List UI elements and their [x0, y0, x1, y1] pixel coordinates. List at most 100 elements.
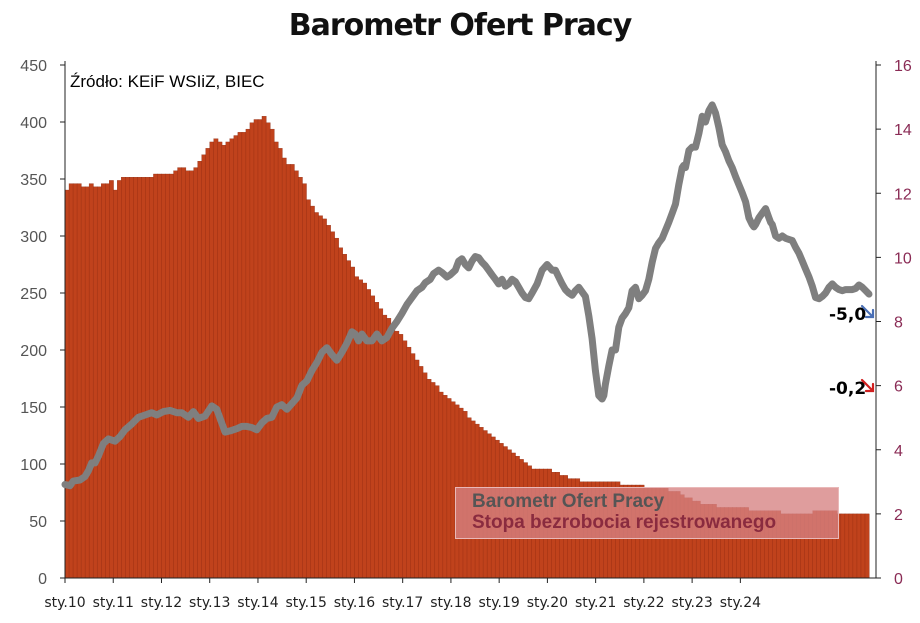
- bar: [306, 199, 311, 579]
- bar: [297, 177, 303, 579]
- x-tick-label: sty.17: [382, 595, 423, 611]
- y-right-tick-label: 14: [894, 122, 912, 139]
- bar: [237, 132, 243, 579]
- bar: [442, 395, 448, 579]
- bar: [121, 177, 126, 579]
- bar: [177, 167, 183, 579]
- y-right-tick-label: 4: [894, 443, 903, 460]
- barometer-line: [61, 101, 873, 490]
- bar: [406, 346, 412, 579]
- y-left-tick-label: 150: [20, 400, 47, 417]
- y-left-tick-label: 250: [20, 286, 47, 303]
- x-tick-label: sty.24: [720, 595, 761, 611]
- bar: [414, 359, 420, 579]
- bar: [80, 186, 86, 579]
- bar: [245, 128, 251, 579]
- bar: [334, 237, 339, 579]
- y-left-tick-label: 50: [29, 514, 47, 531]
- bar: [398, 334, 404, 579]
- bar: [318, 215, 323, 579]
- bar: [840, 513, 846, 579]
- bar: [92, 186, 98, 579]
- bar: [354, 276, 359, 579]
- bar: [281, 157, 287, 579]
- bar: [209, 141, 215, 579]
- x-tick-label: sty.23: [671, 595, 712, 611]
- bar: [88, 183, 94, 579]
- legend-item-unemployment: Stopa bezrobocia rejestrowanego: [472, 512, 777, 533]
- bar: [374, 302, 380, 579]
- y-left-tick-label: 0: [38, 571, 47, 588]
- bar: [394, 330, 400, 579]
- y-right-tick-label: 6: [894, 379, 903, 396]
- bar: [213, 138, 219, 579]
- bar: [378, 308, 384, 579]
- bar: [338, 247, 343, 579]
- bar: [382, 314, 388, 579]
- bar: [269, 128, 275, 579]
- bar: [386, 318, 392, 579]
- bar: [133, 177, 138, 579]
- bar: [64, 189, 70, 579]
- bar: [117, 180, 122, 579]
- bar: [362, 282, 367, 579]
- chart-title: Barometr Ofert Pracy: [288, 8, 633, 43]
- down-arrow-icon: [860, 304, 875, 319]
- bar: [68, 183, 74, 579]
- bar: [153, 173, 158, 579]
- bar: [241, 132, 247, 579]
- bar: [265, 122, 271, 579]
- bar: [277, 148, 283, 579]
- y-left-tick-label: 100: [20, 457, 47, 474]
- y-right-tick-label: 12: [894, 186, 912, 203]
- bar: [141, 177, 146, 579]
- bar: [330, 231, 335, 579]
- bar: [189, 170, 195, 579]
- bar: [285, 164, 291, 579]
- bar: [310, 205, 315, 579]
- bar: [289, 164, 295, 579]
- x-tick-label: sty.14: [237, 595, 278, 611]
- bar: [342, 253, 347, 579]
- bar: [326, 225, 331, 579]
- bar: [446, 398, 452, 579]
- x-tick-label: sty.13: [189, 595, 230, 611]
- y-right-tick-label: 2: [894, 507, 903, 524]
- bar: [101, 183, 106, 579]
- bar: [105, 183, 110, 579]
- bar: [257, 119, 263, 579]
- bar: [137, 177, 142, 579]
- bar: [229, 138, 235, 579]
- bar: [350, 266, 355, 579]
- x-tick-label: sty.19: [478, 595, 519, 611]
- end-value-label: -5,0: [829, 305, 866, 325]
- bar: [197, 161, 203, 579]
- bar: [193, 167, 199, 579]
- bar: [185, 170, 191, 579]
- bar: [161, 173, 166, 579]
- bar: [402, 340, 408, 579]
- bar: [253, 119, 259, 579]
- bar: [848, 513, 854, 579]
- bar: [109, 180, 114, 579]
- bar: [225, 141, 231, 579]
- bar: [390, 324, 396, 579]
- bar: [145, 177, 150, 579]
- legend-item-barometer: Barometr Ofert Pracy: [472, 491, 665, 512]
- y-left-tick-label: 450: [20, 58, 47, 75]
- bar: [217, 141, 223, 579]
- axes: 0 50 100 150 200 250 300 350 400 450 0 2 4 6 8 10 12 14 16…: [20, 58, 912, 611]
- bar: [314, 212, 319, 579]
- y-right-tick-label: 10: [894, 250, 912, 267]
- bar: [322, 218, 327, 579]
- bar: [129, 177, 134, 579]
- end-labels: -5,0 -0,2: [829, 304, 875, 399]
- bar: [293, 170, 299, 579]
- y-right-tick-label: 16: [894, 58, 912, 75]
- bar: [430, 382, 436, 579]
- y-right-tick-label: 8: [894, 315, 903, 332]
- bar: [273, 141, 279, 579]
- bar: [856, 513, 862, 579]
- bar: [410, 353, 416, 579]
- bar: [125, 177, 130, 579]
